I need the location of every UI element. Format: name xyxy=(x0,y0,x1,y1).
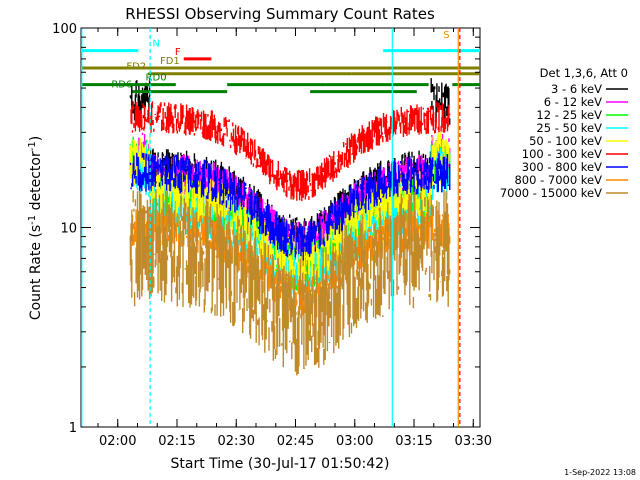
legend-label-2: 12 - 25 keV xyxy=(536,108,602,122)
x-tick-label-4: 03:00 xyxy=(336,434,373,449)
y-axis-label-end: ) xyxy=(28,136,44,141)
legend-label-1: 6 - 12 keV xyxy=(544,95,602,109)
legend-label-4: 50 - 100 keV xyxy=(529,134,602,148)
date-stamp: 1-Sep-2022 13:08 xyxy=(564,468,636,477)
y-tick-label-2: 100 xyxy=(52,22,77,37)
y-axis-label: Count Rate (s-1 detector-1) xyxy=(27,136,44,320)
x-tick-label-6: 03:30 xyxy=(455,434,492,449)
flag-label-rd6: RD6 xyxy=(111,80,132,91)
legend-header: Det 1,3,6, Att 0 xyxy=(540,66,628,80)
y-axis-label-main: Count Rate (s xyxy=(28,225,44,320)
axes-layer: 02:00 02:15 02:30 02:45 03:00 03:15 03:30 1 10 10… xyxy=(52,22,492,449)
legend-label-8: 7000 - 15000 keV xyxy=(500,186,602,200)
y-axis-label-sup2: -1 xyxy=(27,141,38,151)
x-tick-label-3: 02:45 xyxy=(277,434,314,449)
legend-label-7: 800 - 7000 keV xyxy=(514,173,602,187)
legend-label-6: 300 - 800 keV xyxy=(522,160,602,174)
x-tick-label-1: 02:15 xyxy=(158,434,195,449)
y-axis-label-mid: detector xyxy=(28,151,44,215)
chart-title: RHESSI Observing Summary Count Rates xyxy=(125,5,435,23)
series-trace-8 xyxy=(129,189,451,376)
x-axis-label: Start Time (30-Jul-17 01:50:42) xyxy=(170,456,389,472)
flag-label-s: S xyxy=(443,30,449,41)
y-axis-label-sup1: -1 xyxy=(27,215,38,225)
legend-label-3: 25 - 50 keV xyxy=(536,121,602,135)
series-layer xyxy=(129,78,451,376)
legend-label-5: 100 - 300 keV xyxy=(522,147,602,161)
flag-label-fd2: FD2 xyxy=(126,62,146,73)
y-tick-label-0: 1 xyxy=(69,421,77,436)
y-tick-label-1: 10 xyxy=(60,222,77,237)
flag-label-n: N xyxy=(152,39,159,50)
legend-label-0: 3 - 6 keV xyxy=(551,82,602,96)
series-trace-6 xyxy=(129,152,451,261)
x-tick-label-0: 02:00 xyxy=(99,434,136,449)
flag-label-f: F xyxy=(175,47,181,58)
flag-label-fd1: FD1 xyxy=(160,56,180,67)
x-tick-label-5: 03:15 xyxy=(395,434,432,449)
flag-label-rd0: RD0 xyxy=(146,73,167,84)
series-trace-5 xyxy=(129,101,451,202)
x-tick-label-2: 02:30 xyxy=(218,434,255,449)
